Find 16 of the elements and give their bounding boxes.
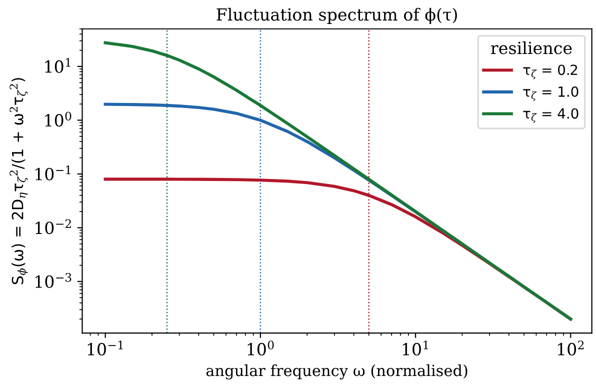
y-tick-label: 10$^{−3}$: [36, 272, 72, 288]
legend-label: τ$_{ζ}$ = 0.2: [523, 64, 578, 80]
y-tick-label: 10$^{0}$: [45, 112, 72, 127]
chart-title: Fluctuation spectrum of ϕ(τ): [216, 8, 457, 24]
legend-label: τ$_{ζ}$ = 1.0: [523, 86, 578, 101]
x-tick-label: 10$^{1}$: [402, 340, 428, 356]
x-tick-label: 10$^{−1}$: [88, 340, 123, 356]
y-tick-label: 10$^{−1}$: [36, 165, 70, 180]
legend-label: τ$_{ζ}$ = 4.0: [523, 108, 578, 123]
y-tick-label: 10$^{1}$: [45, 58, 70, 73]
x-axis-title: angular frequency ω (normalised): [206, 364, 468, 380]
x-tick-label: 10$^{0}$: [248, 340, 274, 356]
legend-title: resilience: [490, 41, 572, 54]
text: S$_{ϕ}$(ω) = 2D$_{η}$τ$_{ζ}$$^{2}$/(1 + ω$^{2}$τ$_{ζ}$$^{2}$): [10, 78, 28, 284]
x-tick-label: 10$^{2}$: [558, 340, 584, 356]
y-tick-label: 10$^{−2}$: [36, 219, 71, 234]
